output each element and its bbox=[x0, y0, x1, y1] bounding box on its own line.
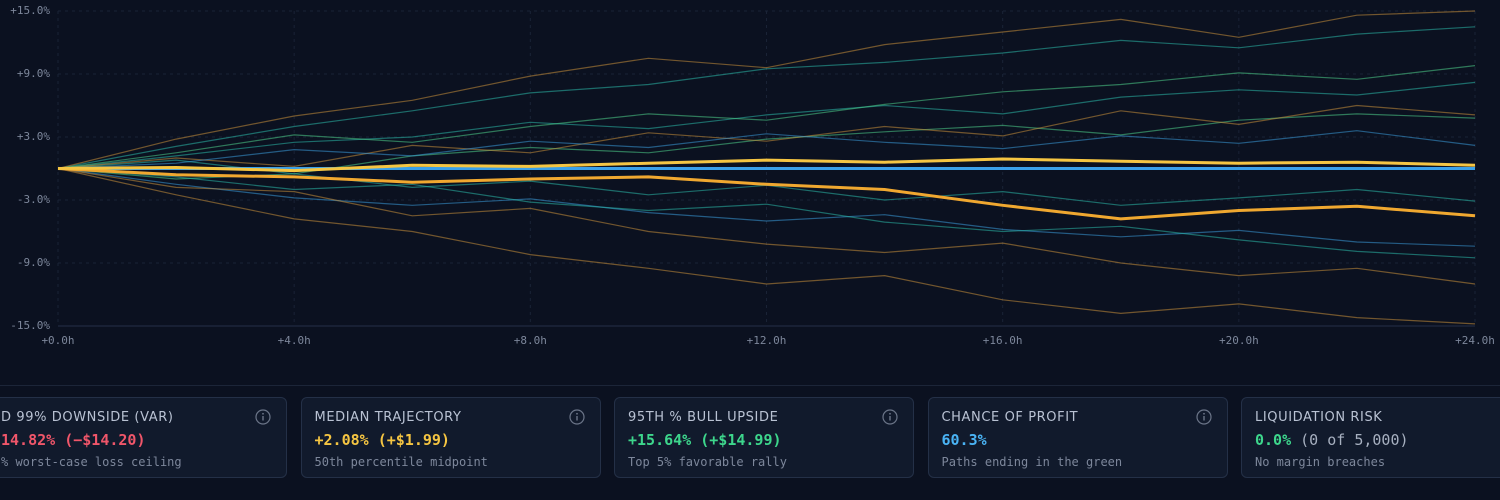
card-caption: Top 5% favorable rally bbox=[628, 455, 787, 469]
card-caption: Paths ending in the green bbox=[941, 455, 1123, 469]
x-tick-label: +24.0h bbox=[1455, 334, 1495, 347]
sim-path bbox=[57, 167, 1476, 259]
sim-path bbox=[57, 167, 1476, 285]
card-title: 95TH % BULL UPSIDE bbox=[628, 410, 779, 425]
card-value: 0.0% (0 of 5,000) bbox=[1255, 431, 1409, 449]
x-tick-label: +0.0h bbox=[41, 334, 74, 347]
card-value: 60.3% bbox=[942, 431, 987, 449]
y-tick-label: +3.0% bbox=[17, 130, 50, 143]
sim-path bbox=[57, 167, 1476, 221]
sim-path bbox=[57, 167, 1476, 325]
card-value-note: (0 of 5,000) bbox=[1300, 431, 1409, 449]
card-value-text: +2.08% (+$1.99) bbox=[314, 431, 450, 449]
info-icon[interactable] bbox=[1195, 409, 1212, 425]
sim-path bbox=[57, 104, 1476, 170]
card-title: MEDIAN TRAJECTORY bbox=[314, 410, 462, 425]
sim-path bbox=[57, 81, 1476, 170]
sim-path bbox=[57, 167, 1476, 247]
y-tick-label: +15.0% bbox=[10, 4, 50, 17]
stat-card: CHANCE OF PROFIT 60.3% Paths ending in the… bbox=[927, 397, 1228, 478]
y-tick-label: +9.0% bbox=[17, 67, 50, 80]
sim-path bbox=[57, 26, 1476, 170]
stat-card: LIQUIDATION RISK 0.0% (0 of 5,000) No marg… bbox=[1241, 397, 1500, 478]
card-value: 14.82% (−$14.20) bbox=[1, 431, 146, 449]
card-value: +2.08% (+$1.99) bbox=[315, 431, 450, 449]
info-icon[interactable] bbox=[255, 409, 271, 425]
y-tick-label: -15.0% bbox=[10, 319, 50, 332]
card-title: CHANCE OF PROFIT bbox=[941, 410, 1079, 425]
card-value-text: +15.64% (+$14.99) bbox=[628, 431, 782, 449]
x-tick-label: +8.0h bbox=[514, 334, 547, 347]
info-icon[interactable] bbox=[568, 409, 585, 425]
card-title: LIQUIDATION RISK bbox=[1255, 410, 1383, 425]
sim-path bbox=[57, 10, 1476, 170]
card-caption: 50th percentile midpoint bbox=[314, 455, 488, 469]
card-title: D 99% DOWNSIDE (VAR) bbox=[1, 410, 174, 425]
card-caption: % worst-case loss ceiling bbox=[1, 455, 182, 469]
card-value: +15.64% (+$14.99) bbox=[628, 431, 782, 449]
card-value-text: 60.3% bbox=[941, 431, 987, 449]
y-tick-label: -3.0% bbox=[17, 193, 50, 206]
info-icon[interactable] bbox=[882, 409, 898, 425]
x-tick-label: +12.0h bbox=[747, 334, 787, 347]
divider bbox=[0, 385, 1500, 386]
x-tick-label: +16.0h bbox=[983, 334, 1023, 347]
x-tick-label: +20.0h bbox=[1219, 334, 1259, 347]
card-caption: No margin breaches bbox=[1255, 455, 1386, 469]
stat-card: D 99% DOWNSIDE (VAR) 14.82% (−$14.20) % wo… bbox=[0, 397, 287, 478]
stat-card: 95TH % BULL UPSIDE +15.64% (+$14.99) Top 5… bbox=[614, 397, 914, 478]
stat-card: MEDIAN TRAJECTORY +2.08% (+$1.99) 50th per… bbox=[300, 397, 601, 478]
y-tick-label: -9.0% bbox=[17, 256, 50, 269]
card-value-text: 14.82% (−$14.20) bbox=[1, 431, 146, 449]
chart: +15.0% +9.0% +3.0% -3.0% -9.0% -15.0% +0.0h +4.… bbox=[10, 4, 1495, 347]
sim-path bbox=[57, 157, 1476, 173]
x-tick-label: +4.0h bbox=[278, 334, 311, 347]
sim-path bbox=[57, 130, 1476, 170]
sim-path bbox=[57, 65, 1476, 170]
card-value-text: 0.0% bbox=[1255, 431, 1292, 449]
